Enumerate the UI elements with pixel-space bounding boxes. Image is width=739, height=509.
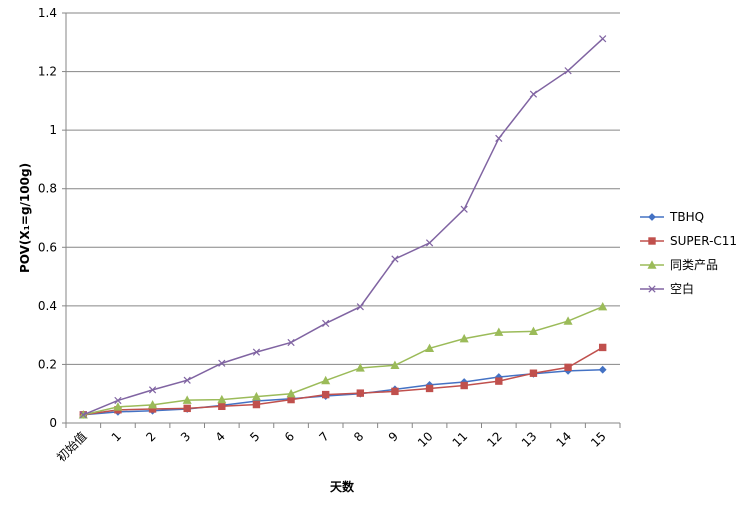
data-point [495, 377, 503, 385]
data-point [183, 404, 191, 413]
x-tick-label: 4 [213, 429, 228, 444]
legend-label: 同类产品 [670, 258, 718, 272]
x-tick-label: 1 [109, 429, 124, 444]
x-tick-label: 14 [553, 429, 574, 450]
data-point [321, 375, 331, 385]
data-point [460, 381, 468, 390]
y-tick-label: 1.4 [38, 6, 57, 20]
data-point [528, 326, 538, 336]
data-point [148, 400, 158, 409]
series-lines [78, 35, 608, 419]
data-point [321, 390, 330, 399]
data-point [287, 338, 295, 347]
data-point [563, 316, 573, 325]
legend-label: TBHQ [669, 210, 704, 224]
x-tick-label: 初始值 [53, 429, 89, 465]
y-tick-label: 0.8 [38, 182, 57, 196]
data-point [252, 348, 261, 356]
y-tick-label: 1 [49, 123, 57, 137]
series-3 [79, 35, 607, 419]
x-tick-label: 15 [588, 429, 609, 450]
y-axis-title: POV(X₁=g/100g) [18, 163, 32, 273]
data-point [286, 388, 296, 398]
data-point [113, 402, 123, 411]
legend-marker [647, 260, 657, 269]
axes [62, 12, 621, 428]
data-point [390, 360, 400, 370]
x-tick-label: 13 [519, 429, 540, 450]
x-axis-title: 天数 [330, 479, 355, 494]
data-point [529, 90, 538, 98]
legend-item: 空白 [640, 281, 694, 296]
series-line [83, 38, 604, 416]
data-point [251, 391, 261, 401]
y-tick-label: 0.2 [38, 357, 57, 371]
data-point [391, 387, 399, 396]
x-tick-label: 10 [415, 429, 436, 450]
legend-marker [648, 237, 656, 245]
legend-label: SUPER-C11 [670, 234, 737, 248]
y-tick-label: 0 [49, 416, 57, 430]
data-point [599, 35, 607, 43]
data-point [494, 327, 504, 336]
x-tick-label: 6 [282, 429, 297, 444]
data-point [322, 319, 330, 328]
x-tick-label: 3 [178, 429, 193, 444]
legend-label: 空白 [670, 281, 694, 296]
data-point [148, 386, 157, 394]
x-tick-label: 12 [484, 429, 505, 450]
data-point [598, 343, 607, 352]
data-point [564, 67, 572, 75]
legend-marker [648, 213, 656, 221]
legend-item: 同类产品 [640, 258, 718, 272]
data-point [183, 376, 191, 384]
data-point [182, 395, 192, 404]
data-point [460, 205, 468, 213]
legend-marker [648, 285, 656, 293]
x-tick-label: 2 [143, 429, 158, 444]
data-point [356, 389, 365, 397]
data-point [356, 303, 364, 311]
y-tick-label: 0.4 [38, 299, 57, 313]
data-point [79, 411, 87, 419]
data-point [529, 369, 538, 377]
data-point [425, 343, 435, 353]
data-point [218, 402, 226, 411]
data-point [598, 301, 608, 311]
legend-item: SUPER-C11 [640, 234, 737, 248]
series-2 [78, 301, 608, 419]
y-tick-label: 1.2 [38, 65, 57, 79]
series-line [83, 346, 604, 416]
x-tick-label: 5 [247, 429, 262, 444]
x-tick-label: 8 [351, 429, 366, 444]
series-1 [79, 343, 607, 419]
x-tick-label: 11 [450, 429, 471, 450]
gridlines [66, 12, 620, 365]
data-point [425, 384, 434, 393]
data-point [425, 239, 434, 247]
data-point [252, 400, 261, 409]
series-line [83, 368, 603, 416]
y-tick-label: 0.6 [38, 240, 57, 254]
data-point [218, 359, 226, 367]
data-point [217, 394, 227, 404]
x-tick-label: 7 [317, 429, 332, 444]
legend-item: TBHQ [640, 210, 704, 224]
data-point [495, 134, 503, 142]
data-point [564, 363, 572, 372]
data-point [114, 396, 122, 405]
x-tick-label: 9 [386, 429, 401, 444]
series-line [83, 306, 603, 416]
data-point [459, 333, 469, 343]
data-point [355, 363, 365, 372]
data-point [598, 365, 607, 374]
data-point [391, 255, 399, 263]
